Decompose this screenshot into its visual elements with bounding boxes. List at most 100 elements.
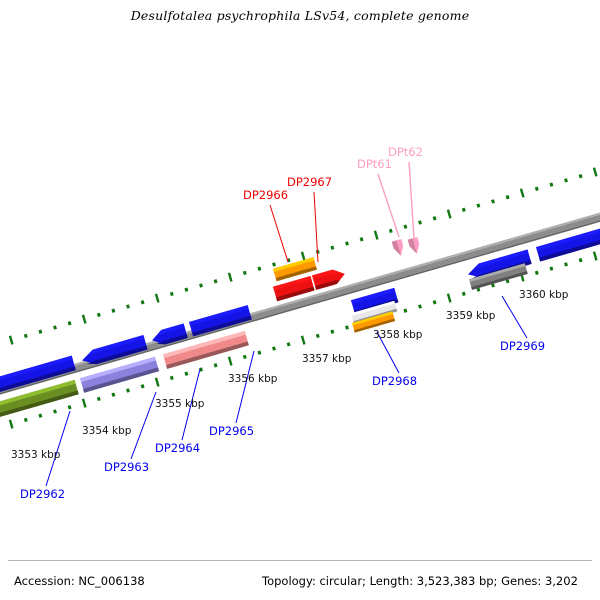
scale-label: 3360 kbp [519,289,569,301]
ruler-tick [227,272,233,282]
ruler-tick [242,354,247,360]
scale-label: 3359 kbp [446,310,496,322]
gene-label-dp2962[interactable]: DP2962 [20,487,65,501]
ruler-tick [564,178,568,183]
ruler-tick [67,405,72,410]
ruler-tick [227,356,233,366]
ruler-tick [330,329,335,334]
ruler-tick [505,279,510,284]
gene-feature[interactable] [536,225,600,262]
gene-feature[interactable] [163,330,249,369]
ruler-tick [345,325,349,330]
ruler-tick [199,283,203,288]
ruler-tick [272,262,276,267]
gene-feature[interactable] [150,323,188,348]
gene-label-dp2963[interactable]: DP2963 [104,460,149,474]
ruler-tick [373,230,379,240]
genome-backbone[interactable] [0,204,600,403]
gene-feature[interactable] [0,355,76,394]
ruler-tick [476,203,481,208]
gene-label-dpt62[interactable]: DPt62 [388,145,423,159]
ruler-tick [8,335,14,345]
ruler-tick [126,388,130,393]
gene-label-dp2968[interactable]: DP2968 [372,374,417,388]
ruler-tick [388,228,393,234]
ruler-tick [345,241,349,246]
label-leader-line [130,391,157,460]
ruler-tick [418,220,422,225]
ruler-tick [23,417,28,423]
ruler-tick [432,216,437,221]
gene-feature[interactable] [0,379,79,419]
scale-label: 3354 kbp [82,425,132,437]
scale-label: 3358 kbp [373,329,423,341]
ruler-tick [476,287,481,292]
gene-feature[interactable] [312,267,347,290]
ruler-tick [564,262,568,267]
ruler-tick [111,308,116,313]
ruler-tick [213,363,218,368]
ruler-tick [315,333,320,339]
ruler-tick [96,312,101,318]
status-bar: Accession: NC_006138 Topology: circular;… [0,560,600,600]
feature-layer[interactable] [0,225,600,419]
ruler-tick [286,342,291,347]
ruler-tick [505,195,510,200]
label-leader-line [181,368,201,441]
ruler-tick [154,377,160,387]
gene-label-dp2967[interactable]: DP2967 [287,175,332,189]
ruler-tick [169,375,174,381]
ruler-tick [432,300,437,305]
ruler-tick [67,321,72,326]
gene-label-dp2964[interactable]: DP2964 [155,441,200,455]
scale-label: 3357 kbp [302,353,352,365]
gene-label-dp2969[interactable]: DP2969 [500,339,545,353]
label-leader-line [269,204,289,263]
ruler-tick [534,186,539,191]
ruler-tick [446,293,452,303]
ruler-tick [300,335,306,345]
ruler-tick [592,167,598,177]
ruler-tick [81,398,87,408]
gene-feature[interactable] [466,249,532,281]
label-leader-line [376,331,400,374]
gene-label-dpt61[interactable]: DPt61 [357,157,392,171]
trna-marker-icon[interactable] [391,238,406,257]
label-leader-line [501,295,528,339]
gene-feature[interactable] [189,305,252,337]
ruler-tick [184,287,189,292]
ruler-tick [257,350,262,355]
gene-feature[interactable] [273,257,317,282]
trna-marker-icon[interactable] [407,236,422,255]
label-leader-line [45,410,71,487]
label-leader-line [377,173,400,238]
label-leader-line [235,350,255,424]
ruler-tick [140,384,145,389]
ruler-tick [8,419,14,429]
ruler-tick [330,245,335,250]
trna-marker-layer[interactable] [391,236,422,257]
genome-backbone-bar[interactable] [0,204,600,403]
ruler-tick [549,182,554,187]
ruler-tick [359,237,364,242]
gene-label-dp2965[interactable]: DP2965 [209,424,254,438]
ruler-tick [446,209,452,219]
accession-text: Accession: NC_006138 [14,574,145,588]
ruler-tick [53,325,57,330]
gene-feature[interactable] [352,311,396,333]
ruler-tick [38,413,43,418]
gene-feature[interactable] [273,276,315,302]
gene-feature[interactable] [80,356,160,393]
ruler-tick [300,251,306,261]
gene-feature[interactable] [80,335,148,368]
gene-feature[interactable] [469,263,528,290]
gene-label-dp2966[interactable]: DP2966 [243,188,288,202]
ruler-tick [549,266,554,271]
ruler-tick [213,279,218,284]
scale-label: 3353 kbp [11,449,61,461]
ruler-tick [592,251,598,261]
ruler-tick [126,304,130,309]
